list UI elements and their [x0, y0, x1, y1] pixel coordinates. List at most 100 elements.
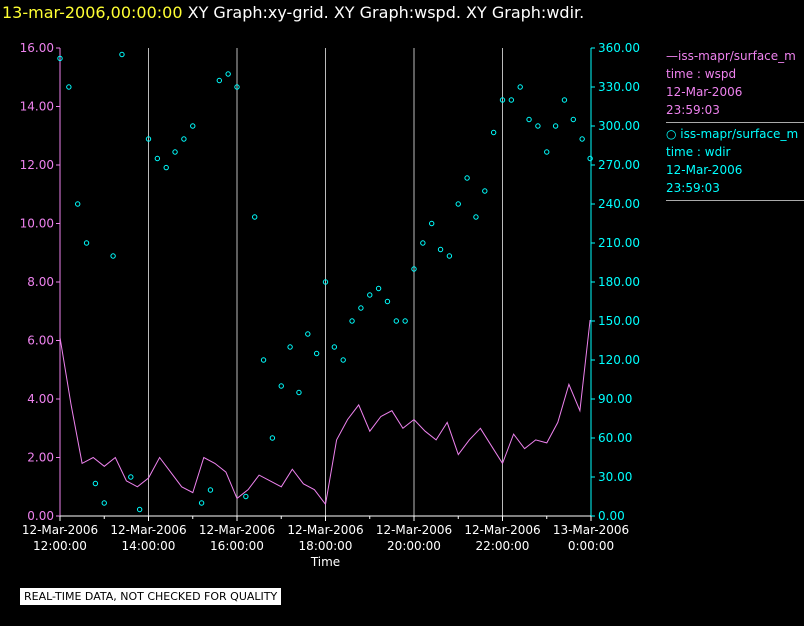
wdir-point — [181, 136, 187, 142]
quality-badge: REAL-TIME DATA, NOT CHECKED FOR QUALITY — [20, 588, 282, 605]
wdir-point — [278, 383, 284, 389]
x-tick-label: 12-Mar-2006 14:00:00 — [110, 523, 186, 553]
legend: —iss-mapr/surface_m time : wspd 12-Mar-2… — [666, 47, 804, 203]
wdir-point — [207, 487, 214, 493]
wdir-point — [331, 344, 338, 350]
wdir-point — [83, 240, 90, 246]
legend-entry-wspd: —iss-mapr/surface_m time : wspd 12-Mar-2… — [666, 47, 804, 123]
wdir-point — [490, 129, 497, 136]
y-right-tick-label: 150.00 — [598, 314, 640, 328]
wdir-point — [544, 149, 550, 155]
wdir-point — [393, 318, 399, 324]
y-left-tick-label: 0.00 — [27, 509, 54, 523]
wdir-point — [429, 220, 435, 227]
y-left-tick-label: 8.00 — [27, 275, 54, 289]
x-tick-label: 13-Mar-2006 0:00:00 — [553, 523, 629, 553]
wdir-point — [579, 136, 585, 142]
wdir-point — [75, 201, 81, 207]
wdir-point — [269, 435, 276, 441]
wdir-point — [190, 123, 196, 129]
page-title: 13-mar-2006,00:00:00 XY Graph:xy-grid. X… — [2, 0, 584, 26]
wdir-point — [367, 292, 373, 298]
wdir-point — [446, 253, 453, 259]
wdir-point — [587, 155, 593, 162]
wdir-point — [340, 357, 346, 363]
wdir-point — [322, 279, 329, 285]
axes — [56, 47, 595, 521]
wdir-point — [455, 201, 461, 207]
wdir-point — [92, 480, 99, 487]
x-tick-label: 12-Mar-2006 20:00:00 — [376, 523, 452, 553]
y-right-tick-label: 270.00 — [598, 158, 640, 172]
wdir-point — [145, 136, 152, 142]
wdir-point — [172, 149, 178, 155]
wdir-point — [243, 493, 249, 500]
wdir-point — [482, 188, 488, 194]
wdir-point — [305, 331, 311, 337]
y-right-tick-label: 120.00 — [598, 353, 640, 367]
wdir-point — [225, 71, 231, 77]
wdir-point — [535, 123, 541, 129]
legend-series-time: 23:59:03 — [666, 181, 720, 195]
wdir-point — [499, 97, 506, 103]
wdir-point — [464, 175, 470, 181]
axis-labels: 0.00 2.00 4.00 6.00 8.00 10.00 12.00 14.00 16.00… — [20, 41, 640, 569]
y-right-tick-label: 0.00 — [598, 509, 625, 523]
wdir-point — [287, 344, 293, 350]
wdir-point — [296, 389, 302, 396]
wdir-point — [384, 298, 391, 305]
legend-series-name: ○ iss-mapr/surface_m — [666, 127, 799, 141]
wdir-point — [216, 77, 223, 84]
wdir-point — [473, 214, 479, 220]
y-right-tick-label: 240.00 — [598, 197, 640, 211]
wdir-point — [375, 285, 382, 292]
wdir-point — [101, 500, 107, 506]
x-tick-label: 12-Mar-2006 18:00:00 — [287, 523, 363, 553]
wdir-point — [552, 123, 559, 129]
wdir-point — [420, 240, 426, 246]
y-left-tick-label: 14.00 — [20, 100, 54, 114]
y-left-tick-label: 2.00 — [27, 451, 54, 465]
wdir-point — [110, 253, 116, 259]
wspd-line — [59, 319, 591, 506]
y-right-tick-label: 360.00 — [598, 41, 640, 55]
legend-series-field: time : wdir — [666, 145, 731, 159]
wdir-point — [198, 500, 205, 506]
y-left-tick-label: 10.00 — [20, 217, 54, 231]
wspd-series — [59, 319, 591, 506]
wdir-point — [570, 116, 576, 123]
wdir-point — [260, 357, 267, 363]
legend-series-field: time : wspd — [666, 67, 737, 81]
wdir-point — [526, 116, 532, 123]
wdir-point — [163, 164, 169, 171]
wdir-point — [517, 84, 523, 90]
legend-entry-wdir: ○ iss-mapr/surface_m time : wdir 12-Mar-… — [666, 125, 804, 201]
y-right-tick-label: 180.00 — [598, 275, 640, 289]
legend-series-date: 12-Mar-2006 — [666, 85, 743, 99]
legend-series-date: 12-Mar-2006 — [666, 163, 743, 177]
header-graphs: XY Graph:xy-grid. XY Graph:wspd. XY Grap… — [187, 3, 585, 22]
wdir-point — [358, 305, 364, 311]
wdir-point — [508, 97, 515, 103]
wdir-point — [57, 55, 63, 62]
vertical-grid — [59, 48, 592, 516]
wdir-point — [313, 350, 320, 357]
wdir-point — [136, 506, 143, 513]
wdir-point — [119, 51, 125, 58]
x-tick-label: 12-Mar-2006 16:00:00 — [199, 523, 275, 553]
y-right-tick-label: 330.00 — [598, 80, 640, 94]
y-left-tick-label: 6.00 — [27, 334, 54, 348]
y-right-tick-label: 60.00 — [598, 431, 632, 445]
y-right-tick-label: 90.00 — [598, 392, 632, 406]
y-right-tick-label: 30.00 — [598, 470, 632, 484]
legend-series-time: 23:59:03 — [666, 103, 720, 117]
wdir-point — [252, 214, 258, 220]
x-tick-label: 12-Mar-2006 12:00:00 — [22, 523, 98, 553]
wdir-point — [561, 97, 568, 103]
wdir-point — [234, 84, 240, 90]
wdir-point — [66, 84, 72, 90]
y-left-tick-label: 4.00 — [27, 392, 54, 406]
y-left-tick-label: 12.00 — [20, 158, 54, 172]
wdir-point — [154, 155, 161, 162]
